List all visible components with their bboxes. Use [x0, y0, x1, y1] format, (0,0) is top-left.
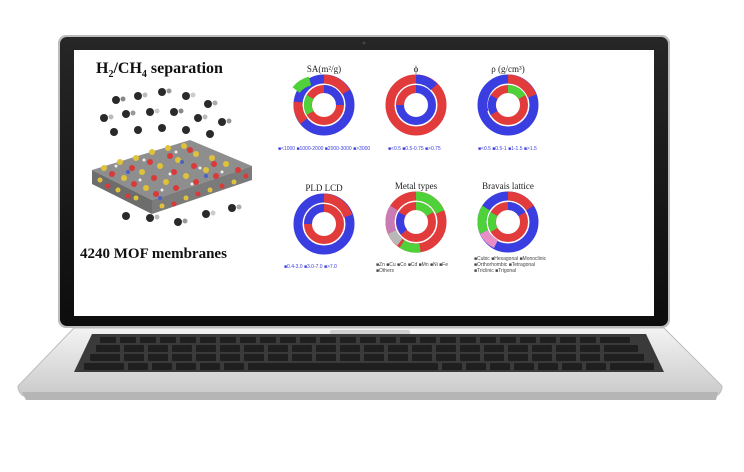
chart-title-sa: SA(m²/g) — [306, 64, 342, 74]
chart-title-metal-types: Metal types — [394, 181, 438, 191]
legend-rho: ■<0.5 ■0.5-1 ■1-1.5 ■>1.5 — [478, 146, 537, 152]
legend-sa: ■<1000 ■1000-2000 ■2000-3000 ■>3000 — [278, 146, 371, 152]
chart-metal-types — [385, 191, 447, 253]
chart-pld-lcd — [293, 193, 355, 255]
legend-bravais-lattice: ■Cubic ■Hexagonal ■Monoclinic ■Orthorhom… — [474, 256, 547, 274]
keyboard — [74, 334, 664, 372]
mof-count-label: 4240 MOF membranes — [80, 246, 227, 262]
legend-metal-types: ■Zn ■Cu ■Co ■Cd ■Mn ■Ni ■Fe ■Others — [376, 262, 448, 274]
chart-title-pld-lcd: PLD LCD — [305, 183, 343, 193]
chart-rho — [477, 74, 539, 136]
panel-title: H2/CH4 separation — [96, 60, 223, 80]
chart-title-rho: ρ (g/cm³) — [491, 64, 525, 74]
legend-pld-lcd: ■0.4-3.0 ■3.0-7.0 ■>7.0 — [284, 264, 337, 270]
gas-molecules — [100, 88, 242, 226]
chart-sa — [292, 74, 355, 136]
chart-title-bravais-lattice: Bravais lattice — [482, 181, 534, 191]
title-prefix: H — [96, 60, 109, 77]
mof-membrane-illustration — [92, 88, 252, 226]
title-suffix: separation — [146, 60, 223, 77]
title-mid: /CH — [113, 60, 142, 77]
title-sub-1: 2 — [108, 69, 114, 81]
legend-phi: ■<0.5 ■0.5-0.75 ■>0.75 — [388, 146, 441, 152]
chart-title-phi: ϕ — [413, 64, 419, 74]
chart-bravais-lattice — [477, 191, 539, 253]
mof-slab — [92, 140, 252, 214]
chart-phi — [385, 74, 447, 136]
title-sub-2: 4 — [141, 69, 147, 81]
